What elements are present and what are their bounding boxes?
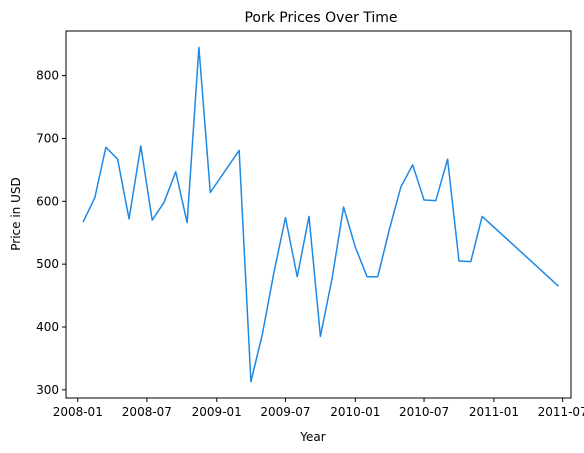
data-point	[367, 276, 368, 277]
x-axis-title: Year	[299, 430, 325, 444]
x-tick-label: 2010-01	[330, 405, 380, 419]
data-point	[400, 186, 401, 187]
y-axis-title: Price in USD	[9, 177, 23, 250]
data-point	[210, 192, 211, 193]
x-tick-label: 2009-01	[192, 405, 242, 419]
data-point	[470, 261, 471, 262]
data-point	[482, 216, 483, 217]
y-tick-label: 800	[36, 69, 59, 83]
data-point	[558, 286, 559, 287]
data-point	[163, 202, 164, 203]
x-tick-label: 2010-07	[399, 405, 449, 419]
y-tick-label: 700	[36, 131, 59, 145]
data-point	[274, 271, 275, 272]
y-tick-label: 600	[36, 194, 59, 208]
data-point	[105, 147, 106, 148]
data-point	[447, 159, 448, 160]
data-point	[262, 334, 263, 335]
data-point	[187, 222, 188, 223]
data-point	[424, 200, 425, 201]
data-point	[412, 164, 413, 165]
x-tick-label: 2008-07	[122, 405, 172, 419]
data-point	[129, 218, 130, 219]
x-tick-label: 2009-07	[260, 405, 310, 419]
data-point	[297, 276, 298, 277]
chart-title: Pork Prices Over Time	[244, 10, 397, 26]
data-point	[343, 206, 344, 207]
x-tick-label: 2008-01	[53, 405, 103, 419]
data-point	[250, 381, 251, 382]
series-line	[82, 46, 559, 383]
data-point	[198, 47, 199, 48]
data-point	[332, 277, 333, 278]
data-point	[320, 336, 321, 337]
data-point	[389, 228, 390, 229]
data-point	[355, 247, 356, 248]
x-tick-label: 2011-01	[469, 405, 519, 419]
data-point	[175, 171, 176, 172]
x-tick-label: 2011-07	[538, 405, 584, 419]
plot-frame	[65, 30, 572, 399]
y-tick-label: 400	[36, 320, 59, 334]
y-tick-label: 500	[36, 257, 59, 271]
data-point	[285, 217, 286, 218]
data-point	[83, 222, 84, 223]
data-point	[140, 146, 141, 147]
data-point	[458, 261, 459, 262]
data-point	[239, 150, 240, 151]
data-point	[435, 200, 436, 201]
data-point	[152, 220, 153, 221]
y-tick-label: 300	[36, 383, 59, 397]
data-point	[377, 276, 378, 277]
data-point	[117, 159, 118, 160]
data-point	[94, 197, 95, 198]
data-point	[309, 216, 310, 217]
